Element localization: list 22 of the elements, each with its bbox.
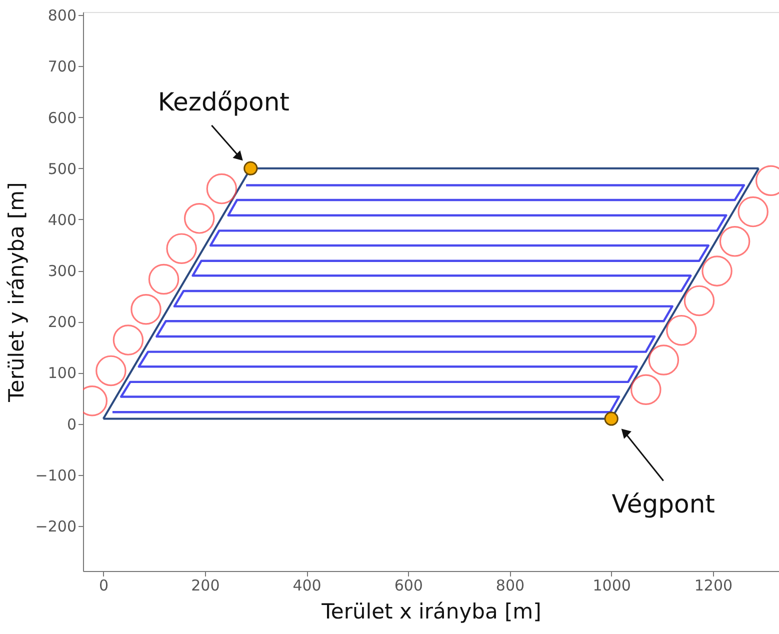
y-tick-label: 700 (48, 58, 76, 76)
x-axis-title: Terület x irányba [m] (320, 600, 542, 624)
x-tick-label: 1200 (694, 576, 733, 594)
x-tick-label: 800 (496, 576, 525, 594)
y-tick-label: 300 (48, 262, 76, 280)
y-tick-label: 800 (48, 6, 76, 25)
y-tick-label: 400 (48, 210, 76, 229)
y-axis-title: Terület y irányba [m] (4, 182, 28, 403)
x-tick-label: 1000 (592, 576, 631, 594)
y-tick-label: 200 (48, 313, 76, 332)
x-tick-label: 0 (99, 576, 109, 594)
y-tick-label: −100 (35, 466, 76, 484)
y-tick-label: −200 (35, 518, 76, 536)
y-tick-label: 500 (48, 160, 76, 178)
x-tick-label: 400 (292, 576, 322, 594)
y-tick-label: 100 (48, 364, 76, 382)
annotation: Kezdőpont (158, 87, 290, 116)
x-tick-label: 200 (191, 576, 220, 594)
annotation: Végpont (612, 490, 716, 519)
x-tick-label: 600 (394, 576, 423, 594)
y-tick-label: 0 (66, 415, 76, 434)
y-tick-label: 600 (48, 108, 76, 127)
